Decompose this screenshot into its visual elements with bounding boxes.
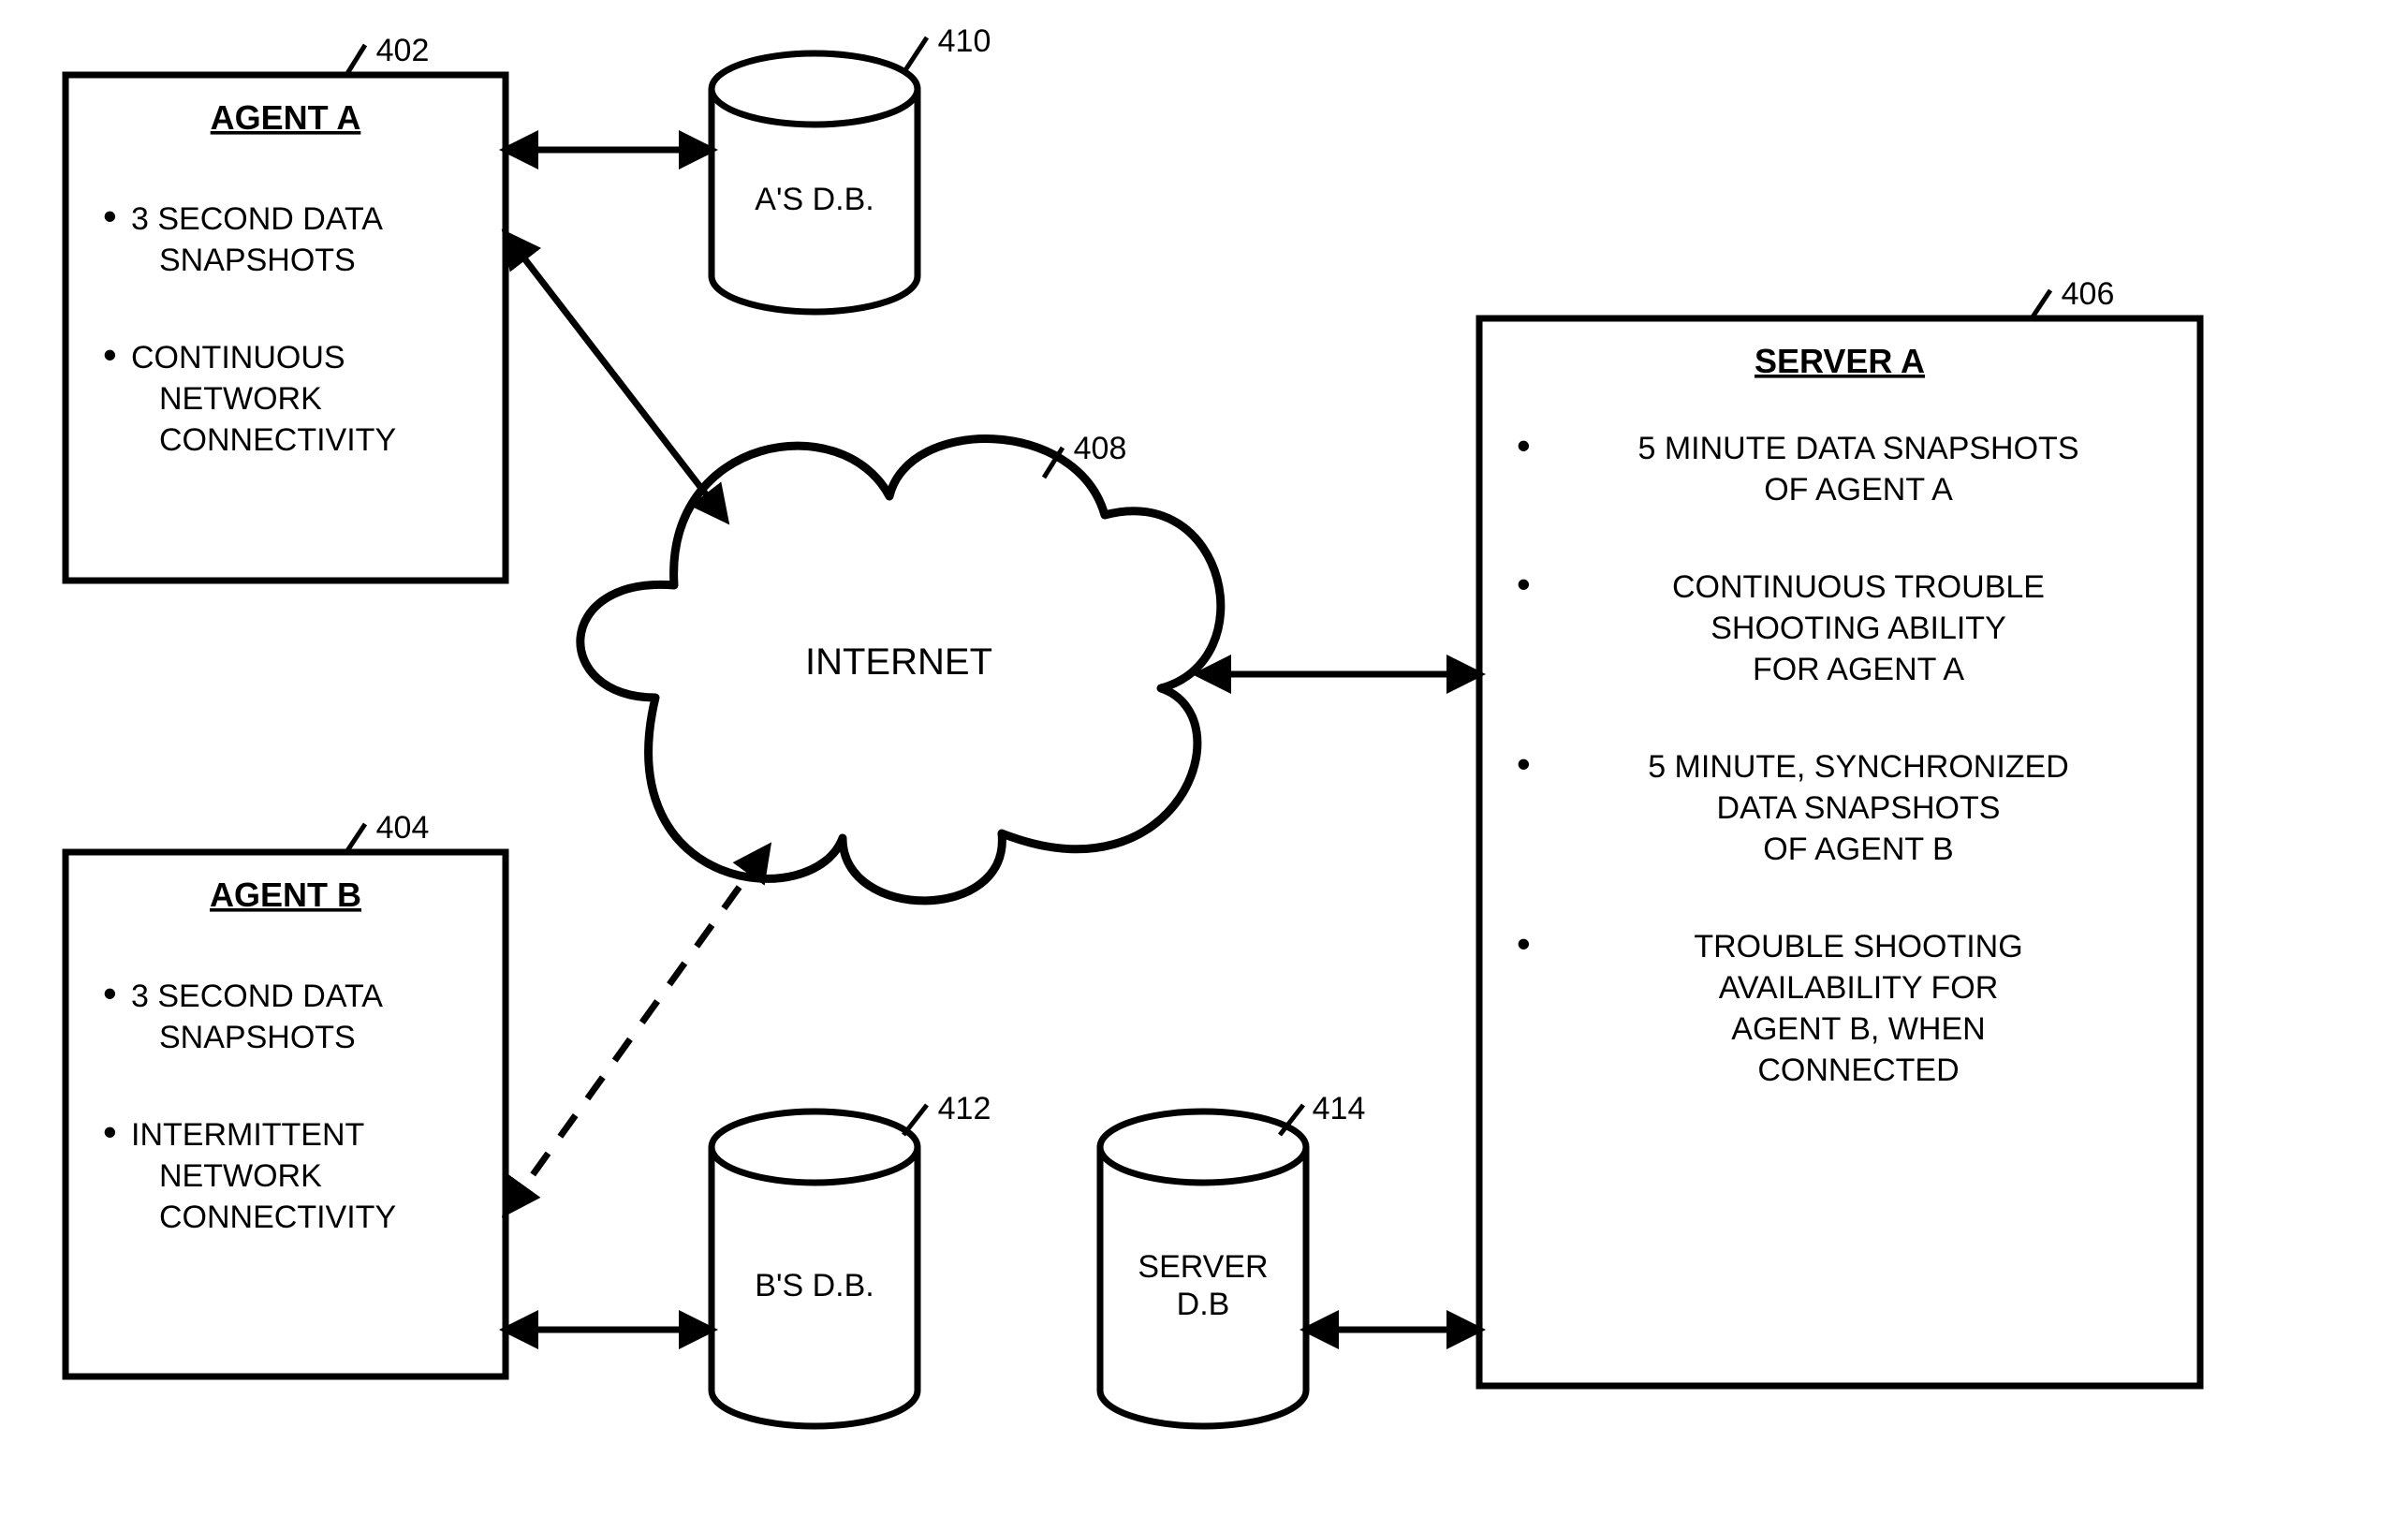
ref-label-agent_a: 402 <box>376 33 430 68</box>
server-a-box-title: SERVER A <box>1755 342 1925 380</box>
agent-a-box-bullet-line: NETWORK <box>159 381 322 417</box>
arrow-agent_a-to-cloud <box>506 234 726 520</box>
ref-tick-agent_a <box>346 45 365 75</box>
agent-b-box-bullet-dot: • <box>103 1110 117 1154</box>
agent-a-box-bullet-dot: • <box>103 194 117 238</box>
server-a-box-bullet-line: OF AGENT B <box>1763 832 1953 867</box>
server-a-box-bullet-line: 5 MINUTE DATA SNAPSHOTS <box>1637 431 2078 466</box>
db-a-cylinder: A'S D.B. <box>712 53 918 312</box>
ref-label-db_server: 414 <box>1313 1091 1366 1126</box>
server-a-box-bullet-line: CONNECTED <box>1757 1053 1959 1088</box>
agent-a-box-bullet-line: 3 SECOND DATA <box>131 201 383 237</box>
server-a-box: SERVER A • 5 MINUTE DATA SNAPSHOTS OF AGENT… <box>1479 318 2200 1386</box>
ref-label-db_a: 410 <box>938 23 991 59</box>
ref-tick-db_a <box>903 37 927 73</box>
agent-a-box: AGENT A • 3 SECOND DATA SNAPSHOTS • CONTINUOU… <box>66 75 506 581</box>
db-a-cylinder-label: A'S D.B. <box>755 182 874 217</box>
server-a-box-bullet-line: DATA SNAPSHOTS <box>1717 790 2001 826</box>
agent-b-box-bullet-line: SNAPSHOTS <box>159 1020 356 1055</box>
server-a-box-bullet-line: AVAILABILITY FOR <box>1719 970 1999 1006</box>
agent-b-box: AGENT B • 3 SECOND DATA SNAPSHOTS • INTERMITT… <box>66 852 506 1376</box>
agent-b-box-bullet-line: 3 SECOND DATA <box>131 979 383 1014</box>
agent-a-box-bullet-line: CONNECTIVITY <box>159 422 396 458</box>
server-a-box-bullet-line: CONTINUOUS TROUBLE <box>1672 569 2045 605</box>
ref-tick-server_a <box>2032 290 2050 318</box>
ref-label-db_b: 412 <box>938 1091 991 1126</box>
agent-a-box-bullet-line: CONTINUOUS <box>131 340 345 375</box>
ref-label-server_a: 406 <box>2062 276 2115 312</box>
agent-b-box-bullet-dot: • <box>103 971 117 1015</box>
server-a-box-bullet-line: SHOOTING ABILITY <box>1711 611 2006 646</box>
ref-label-agent_b: 404 <box>376 810 430 846</box>
db-server-cylinder: SERVERD.B <box>1100 1111 1306 1426</box>
server-a-box-bullet-line: TROUBLE SHOOTING <box>1694 929 2022 964</box>
db-server-cylinder-label: SERVER <box>1138 1249 1268 1285</box>
server-a-box-bullet-line: FOR AGENT A <box>1753 652 1964 687</box>
db-b-cylinder-label: B'S D.B. <box>755 1268 874 1303</box>
db-server-cylinder-label: D.B <box>1177 1287 1230 1322</box>
agent-a-box-bullet-line: SNAPSHOTS <box>159 243 356 278</box>
internet-cloud-label: INTERNET <box>805 641 992 683</box>
ref-label-cloud: 408 <box>1074 431 1127 466</box>
server-a-box-bullet-dot: • <box>1517 921 1531 965</box>
server-a-box-bullet-dot: • <box>1517 562 1531 606</box>
server-a-box-bullet-dot: • <box>1517 742 1531 786</box>
agent-b-box-bullet-line: CONNECTIVITY <box>159 1200 396 1235</box>
agent-b-box-bullet-line: INTERMITTENT <box>131 1117 364 1153</box>
server-a-box-bullet-line: 5 MINUTE, SYNCHRONIZED <box>1648 749 2069 785</box>
agent-b-box-title: AGENT B <box>210 876 361 914</box>
server-a-box-bullet-dot: • <box>1517 423 1531 467</box>
internet-cloud: INTERNET <box>580 439 1221 901</box>
db-b-cylinder: B'S D.B. <box>712 1111 918 1426</box>
agent-a-box-title: AGENT A <box>211 98 361 137</box>
ref-tick-agent_b <box>346 824 365 852</box>
ref-tick-db_b <box>903 1105 927 1135</box>
server-a-box-bullet-line: AGENT B, WHEN <box>1731 1011 1985 1047</box>
server-a-box-bullet-line: OF AGENT A <box>1764 472 1953 508</box>
agent-b-box-bullet-line: NETWORK <box>159 1158 322 1194</box>
agent-a-box-bullet-dot: • <box>103 332 117 376</box>
